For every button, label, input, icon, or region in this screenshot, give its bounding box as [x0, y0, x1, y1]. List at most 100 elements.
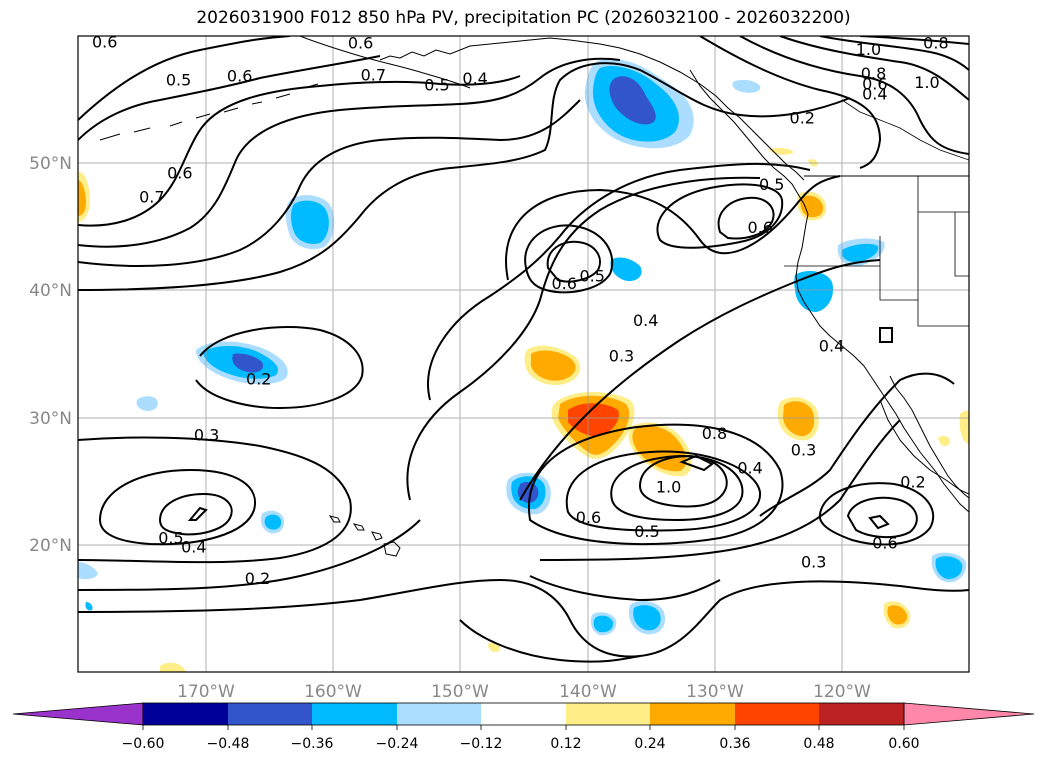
- colorbar-cell: [312, 703, 397, 725]
- colorbar-tick-label: −0.48: [207, 736, 250, 752]
- contour-label: 0.6: [862, 74, 887, 93]
- contour-label: 0.5: [424, 76, 449, 95]
- contour-label: 0.4: [462, 69, 487, 88]
- lon-tick-labels: 170°W 160°W 150°W 140°W 130°W 120°W: [177, 682, 871, 702]
- pv-contour: [818, 482, 935, 546]
- precip-shading: [78, 58, 969, 672]
- contour-label: 0.5: [166, 71, 191, 90]
- lon-tick-label: 120°W: [813, 682, 871, 702]
- contour-label: 0.3: [791, 441, 816, 460]
- pv-contour: [565, 450, 762, 532]
- precip-positive-area: [959, 410, 969, 444]
- alaska-coast: [299, 36, 805, 181]
- precip-negative-area: [841, 243, 879, 263]
- colorbar-tick-label: −0.12: [460, 736, 503, 752]
- pv-contour: [78, 36, 291, 121]
- lon-tick-label: 140°W: [559, 682, 617, 702]
- colorbar-tick-label: 0.48: [803, 736, 834, 752]
- colorbar-tick-marks: [142, 725, 905, 730]
- precip-negative-area: [593, 615, 614, 633]
- colorbar-cell: [819, 703, 904, 725]
- contour-label: 0.2: [245, 569, 270, 588]
- precip-negative-area: [517, 482, 539, 503]
- mexico-coast: [879, 399, 969, 495]
- contour-label: 0.6: [92, 32, 117, 51]
- colorbar-extend-low: [12, 702, 144, 726]
- precip-negative-area: [78, 562, 98, 580]
- contour-label: 0.4: [819, 336, 844, 355]
- map-title: 2026031900 F012 850 hPa PV, precipitatio…: [196, 8, 851, 28]
- colorbar-extend-high: [903, 702, 1035, 726]
- pv-contour: [524, 224, 614, 294]
- precip-negative-area: [291, 200, 329, 244]
- pv-contour: [846, 496, 918, 538]
- precip-positive-area: [531, 350, 576, 381]
- contour-label: 0.3: [801, 553, 826, 572]
- contour-label: 1.0: [656, 478, 681, 497]
- pv-contour: [158, 492, 233, 536]
- lon-tick-label: 150°W: [431, 682, 489, 702]
- precip-negative-area: [85, 602, 93, 611]
- lat-tick-label: 50°N: [29, 154, 72, 174]
- precip-negative-area: [264, 514, 282, 530]
- colorbar-tick-label: 0.24: [634, 736, 665, 752]
- precip-positive-area: [938, 435, 950, 447]
- pv-contour: [78, 55, 381, 141]
- colorbar-cell: [481, 703, 566, 725]
- contour-label: 0.6: [167, 163, 192, 182]
- gridlines: [78, 36, 969, 672]
- us-west-coast: [795, 213, 969, 513]
- lon-tick-label: 160°W: [304, 682, 362, 702]
- map-frame: [77, 35, 970, 673]
- contour-label: 0.8: [923, 34, 948, 53]
- precip-positive-area: [800, 195, 824, 218]
- pv-contour: [717, 196, 775, 240]
- precip-positive-area: [632, 425, 687, 472]
- pv-contour: [638, 454, 728, 508]
- precip-negative-area: [136, 396, 158, 411]
- pv-contour: [699, 36, 882, 169]
- pv-contour: [519, 259, 881, 501]
- lon-tick-label: 170°W: [177, 682, 235, 702]
- pv-contour: [610, 454, 744, 522]
- precip-positive-area: [783, 401, 815, 437]
- pv-contour: [759, 372, 955, 517]
- pv-contour: [656, 183, 784, 249]
- colorbar-cell: [735, 703, 819, 725]
- pv-contour: [78, 99, 581, 267]
- precip-positive-area: [568, 403, 619, 437]
- island-feature: [879, 327, 893, 343]
- contour-labels: 0.60.5 0.60.60.70.5 0.41.0 0.80.80.6 1.00.40…: [92, 32, 949, 588]
- pv-contour: [195, 326, 364, 410]
- contour-label: 0.8: [861, 64, 886, 83]
- pv-contour: [78, 62, 851, 291]
- colorbar-cell: [228, 703, 312, 725]
- pv-contour: [819, 36, 969, 71]
- pv-contour: [529, 575, 721, 602]
- precip-negative-area: [935, 556, 963, 580]
- contour-label: 0.5: [634, 522, 659, 541]
- pv-contour: [427, 162, 811, 401]
- pv-contour: [78, 57, 621, 248]
- contour-label: 0.4: [633, 311, 658, 330]
- contour-label: 0.5: [759, 175, 784, 194]
- pv-contour: [187, 506, 208, 521]
- contour-label: 0.6: [552, 274, 577, 293]
- contour-label: 0.6: [748, 218, 773, 237]
- pv-contour: [527, 423, 784, 546]
- colorbar-tick-label: 0.60: [888, 736, 919, 752]
- pv-contour: [859, 36, 969, 45]
- precip-negative-area: [633, 605, 661, 631]
- colorbar-cell: [566, 703, 650, 725]
- colorbar-tick-label: −0.36: [291, 736, 334, 752]
- colorbar-tick-label: −0.60: [122, 736, 165, 752]
- contour-label: 0.2: [790, 109, 815, 128]
- contour-label: 0.4: [737, 458, 762, 477]
- hawaii-islands: [328, 515, 401, 557]
- coastlines: [99, 36, 969, 557]
- bc-coast: [689, 69, 809, 215]
- precip-negative-area: [609, 76, 656, 125]
- pv-contour: [78, 75, 521, 227]
- colorbar-cell: [143, 703, 228, 725]
